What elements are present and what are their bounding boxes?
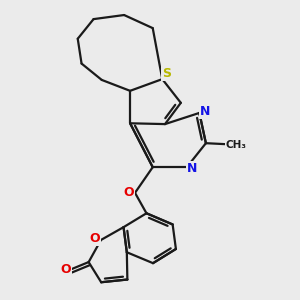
Text: O: O — [60, 263, 71, 276]
Text: S: S — [162, 67, 171, 80]
Text: CH₃: CH₃ — [226, 140, 247, 149]
Text: O: O — [123, 186, 134, 199]
Text: O: O — [90, 232, 100, 245]
Text: N: N — [187, 162, 197, 175]
Text: N: N — [200, 105, 210, 118]
